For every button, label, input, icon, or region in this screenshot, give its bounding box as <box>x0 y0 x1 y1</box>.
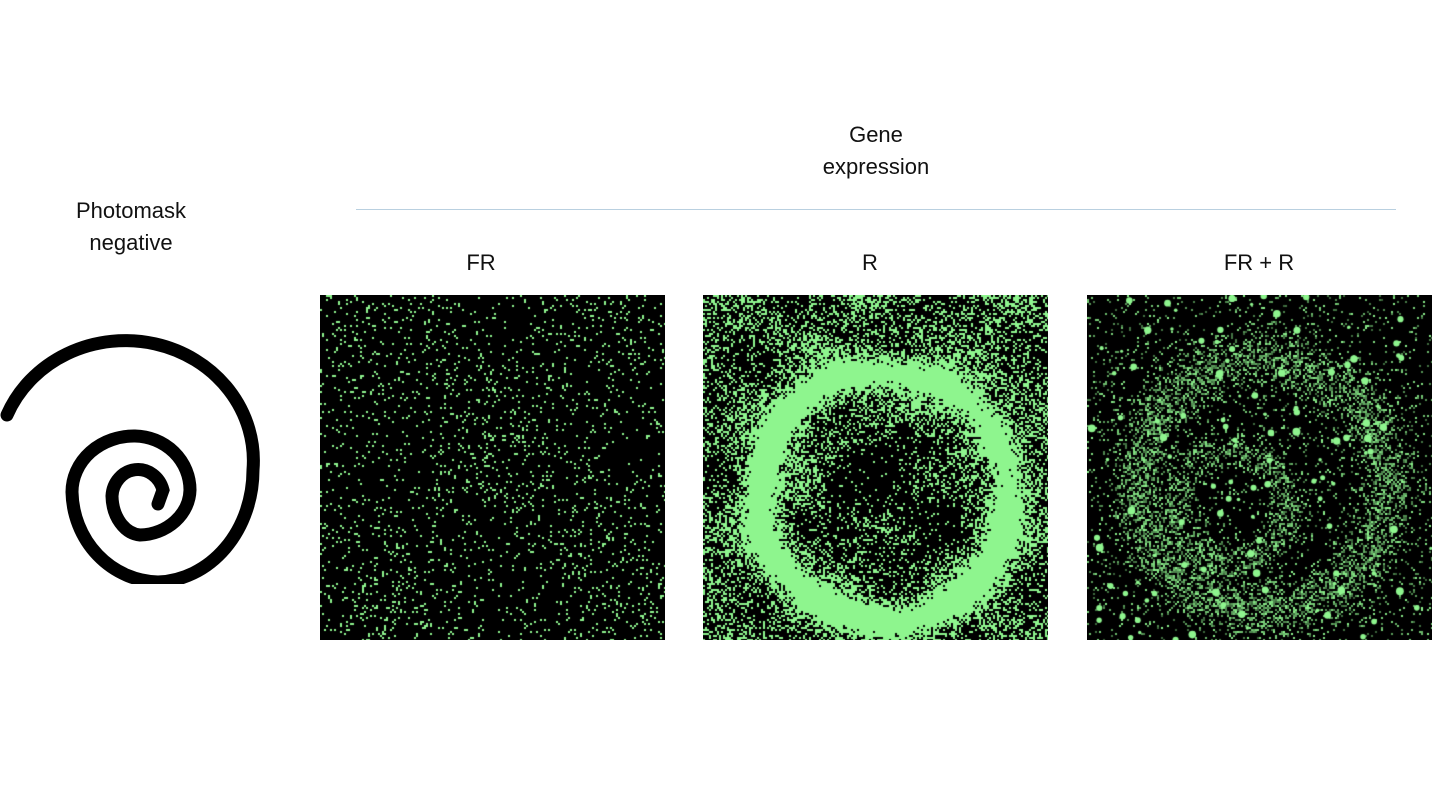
r-fluorescence-image <box>703 295 1048 640</box>
heading-line-1: Gene <box>849 122 903 147</box>
photomask-label-line-1: Photomask <box>75 198 187 223</box>
panel-label-r: R <box>862 250 878 275</box>
photomask-label: Photomask negative <box>76 195 186 259</box>
panel-label-fr: FR <box>466 250 496 275</box>
gene-expression-heading: Gene expression <box>823 119 929 183</box>
fr-r-fluorescence-image <box>1087 295 1432 640</box>
heading-line-2: expression <box>822 154 930 179</box>
photomask-label-line-2: negative <box>89 230 173 255</box>
fr-fluorescence-image <box>320 295 665 640</box>
spiral-photomask-icon <box>0 334 260 584</box>
panel-label-fr-r: FR + R <box>1223 250 1295 275</box>
heading-divider <box>356 209 1396 210</box>
